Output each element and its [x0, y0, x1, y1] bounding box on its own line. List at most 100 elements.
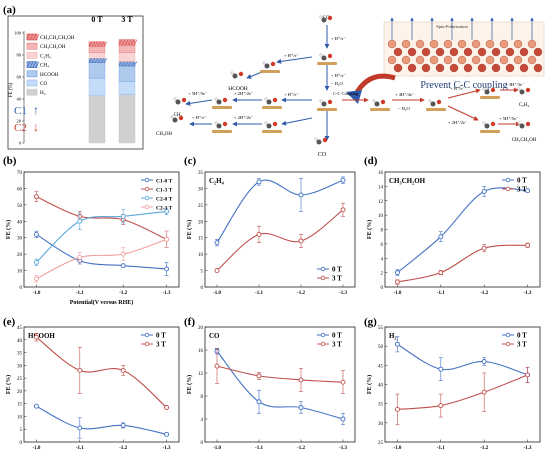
y-tick-label: 10: [378, 214, 384, 219]
slab-atom-icon: [449, 63, 459, 73]
series-line: [397, 244, 528, 283]
legend-hatch: [26, 33, 31, 41]
bar-hatch: [100, 41, 105, 47]
x-tick-label: -1.1: [255, 446, 263, 451]
panel-label: (f): [184, 316, 195, 328]
y-tick-label: 45: [17, 326, 23, 331]
slab-atom-icon: [393, 63, 403, 73]
series-2: [33, 207, 170, 266]
series-line: [36, 233, 167, 270]
series-1: [33, 191, 170, 248]
data-point: [33, 403, 39, 409]
oxygen-atom-icon: [327, 53, 333, 59]
catalyst-slab-icon: [383, 17, 545, 77]
oxygen-atom-icon: [272, 121, 278, 127]
step-label-2b: − H₂O: [331, 81, 343, 86]
data-point: [214, 240, 220, 246]
hydrogen-atom-icon: [319, 15, 323, 19]
hydrogen-atom-icon: [517, 87, 521, 91]
c1-label: C1: [14, 105, 27, 117]
arrow-left-6-icon: [281, 117, 313, 126]
slab-atom-icon: [505, 63, 515, 73]
carbon-atom-icon: [216, 99, 222, 105]
y-tick-label: 20: [198, 326, 204, 331]
y-tick-label: 35: [17, 352, 23, 357]
y-tick-label: 5: [201, 270, 204, 275]
data-point: [164, 266, 170, 272]
legend-marker: [144, 195, 150, 201]
x-tick-label: -1.3: [524, 291, 532, 296]
data-point: [164, 208, 170, 214]
slab-atom-icon: [401, 55, 411, 65]
series-0: [214, 176, 346, 247]
x-tick-label: -1.3: [524, 446, 532, 451]
slab-atom-icon: [421, 63, 431, 73]
y-tick-label: 40: [17, 339, 23, 344]
y-tick-label: 35: [378, 403, 384, 408]
hydrogen-atom-icon: [264, 121, 268, 125]
hydrogen-atom-icon: [517, 121, 521, 125]
legend-label: 3 T: [332, 275, 342, 283]
step-label-3: + H⁺/e⁻: [284, 53, 300, 58]
panel-label: (g): [364, 316, 377, 328]
data-point: [164, 431, 170, 437]
slab-atom-icon: [435, 47, 445, 57]
panel-label: (e): [3, 316, 16, 328]
legend-label: 3 T: [332, 341, 342, 349]
arrow-left-1-icon: [276, 56, 313, 64]
legend-swatch-4: [26, 70, 38, 78]
bar-segment: [88, 62, 106, 79]
bar-hatch: [124, 39, 129, 46]
y-tick-label: 10: [17, 415, 23, 420]
hydrogen-atom-icon: [319, 99, 323, 103]
legend-hatch: [35, 61, 40, 68]
x-tick-label: -1.0: [393, 291, 401, 296]
hydrogen-atom-icon: [482, 87, 486, 91]
data-point: [256, 231, 262, 237]
y-tick-label: 16: [378, 171, 384, 176]
hydrogen-atom-icon: [214, 97, 218, 101]
slab-atom-icon: [415, 39, 425, 49]
oxygen-atom-icon: [490, 87, 496, 93]
ch3oh-product-label: CH₃OH: [156, 132, 172, 137]
data-point: [438, 403, 444, 409]
bar-category-0t: 0 T: [91, 15, 103, 24]
series-line: [216, 179, 344, 243]
bar-hatch: [94, 41, 99, 47]
catalyst-surface-icon: [480, 130, 500, 133]
bar-hatch: [91, 41, 96, 47]
panel-label: (d): [364, 155, 378, 167]
y-tick-label: 20: [198, 220, 204, 225]
bar-hatch: [130, 61, 135, 67]
y-tick-label: 4: [201, 418, 204, 423]
oxygen-atom-icon: [525, 121, 531, 127]
data-point: [33, 194, 39, 200]
oxygen-atom-icon: [327, 99, 333, 105]
bar-segment: [118, 39, 136, 46]
plot-legend: C1-0 T C1-3 T C2-0 T C2-3 T: [141, 177, 173, 212]
legend-marker: [505, 341, 511, 347]
slab-atom-icon: [499, 55, 509, 65]
slab-atom-icon: [505, 47, 515, 57]
legend-marker: [320, 341, 326, 347]
slab-atom-icon: [435, 63, 445, 73]
y-tick-label: 14: [378, 185, 384, 190]
legend-label: 0 T: [332, 332, 342, 340]
step-label-7: + 2H⁺/2e⁻: [234, 115, 254, 120]
legend-marker: [320, 275, 326, 281]
y-tick-label: 0: [201, 286, 204, 291]
x-axis-label: Potential(V versus RHE): [70, 299, 134, 306]
legend-swatch-5: [26, 79, 38, 87]
slab-atom-icon: [513, 55, 523, 65]
legend-label: C1-3 T: [156, 188, 173, 194]
x-tick-label: -1.0: [393, 446, 401, 451]
bar-y-tick-label: 60: [17, 75, 22, 80]
slab-atom-icon: [485, 39, 495, 49]
y-tick-label: 8: [201, 395, 204, 400]
carbon-atom-icon: [175, 99, 181, 105]
legend-label: 0 T: [156, 332, 166, 340]
data-point: [481, 245, 487, 251]
series-line: [216, 350, 344, 420]
